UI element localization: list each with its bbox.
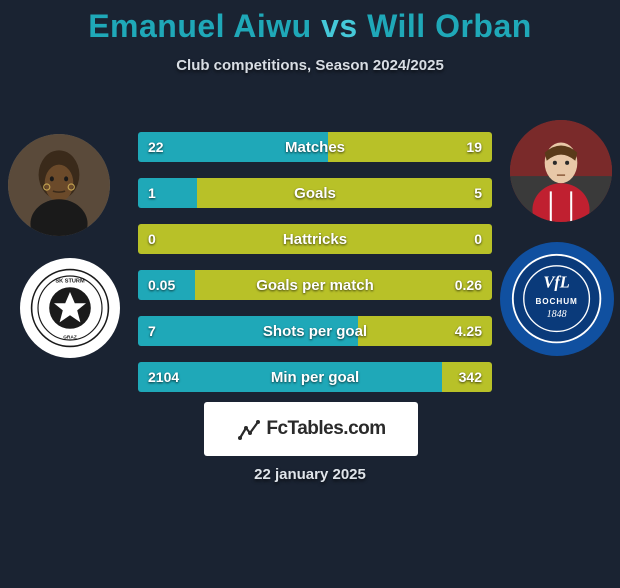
stats-bars: 2219Matches 15Goals 00Hattricks 0.050.26Goa…	[138, 132, 492, 408]
stat-row: 00Hattricks	[138, 224, 492, 254]
fctables-logo-icon	[236, 416, 264, 442]
stat-row: 74.25Shots per goal	[138, 316, 492, 346]
svg-text:1848: 1848	[547, 309, 567, 320]
player2-avatar	[510, 120, 612, 222]
date-label: 22 january 2025	[0, 466, 620, 483]
stat-label: Goals	[138, 178, 492, 208]
stat-label: Goals per match	[138, 270, 492, 300]
svg-text:GRAZ: GRAZ	[63, 334, 77, 340]
svg-text:VfL: VfL	[544, 273, 570, 292]
player2-club-badge: VfL BOCHUM 1848	[500, 242, 614, 356]
stat-label: Shots per goal	[138, 316, 492, 346]
svg-text:SK STURM: SK STURM	[55, 278, 85, 284]
svg-text:BOCHUM: BOCHUM	[536, 297, 578, 306]
player1-avatar	[8, 134, 110, 236]
stat-row: 2104342Min per goal	[138, 362, 492, 392]
subtitle: Club competitions, Season 2024/2025	[0, 57, 620, 74]
stat-row: 15Goals	[138, 178, 492, 208]
stat-row: 2219Matches	[138, 132, 492, 162]
player1-club-badge: SK STURM GRAZ	[20, 258, 120, 358]
branding-box: FcTables.com	[204, 402, 418, 456]
branding-text: FcTables.com	[266, 418, 385, 440]
stat-label: Hattricks	[138, 224, 492, 254]
player1-name: Emanuel Aiwu	[88, 8, 312, 44]
comparison-title: Emanuel Aiwu vs Will Orban	[0, 8, 620, 45]
stat-label: Min per goal	[138, 362, 492, 392]
vs-separator: vs	[321, 8, 358, 44]
stat-label: Matches	[138, 132, 492, 162]
stat-row: 0.050.26Goals per match	[138, 270, 492, 300]
player2-name: Will Orban	[367, 8, 532, 44]
